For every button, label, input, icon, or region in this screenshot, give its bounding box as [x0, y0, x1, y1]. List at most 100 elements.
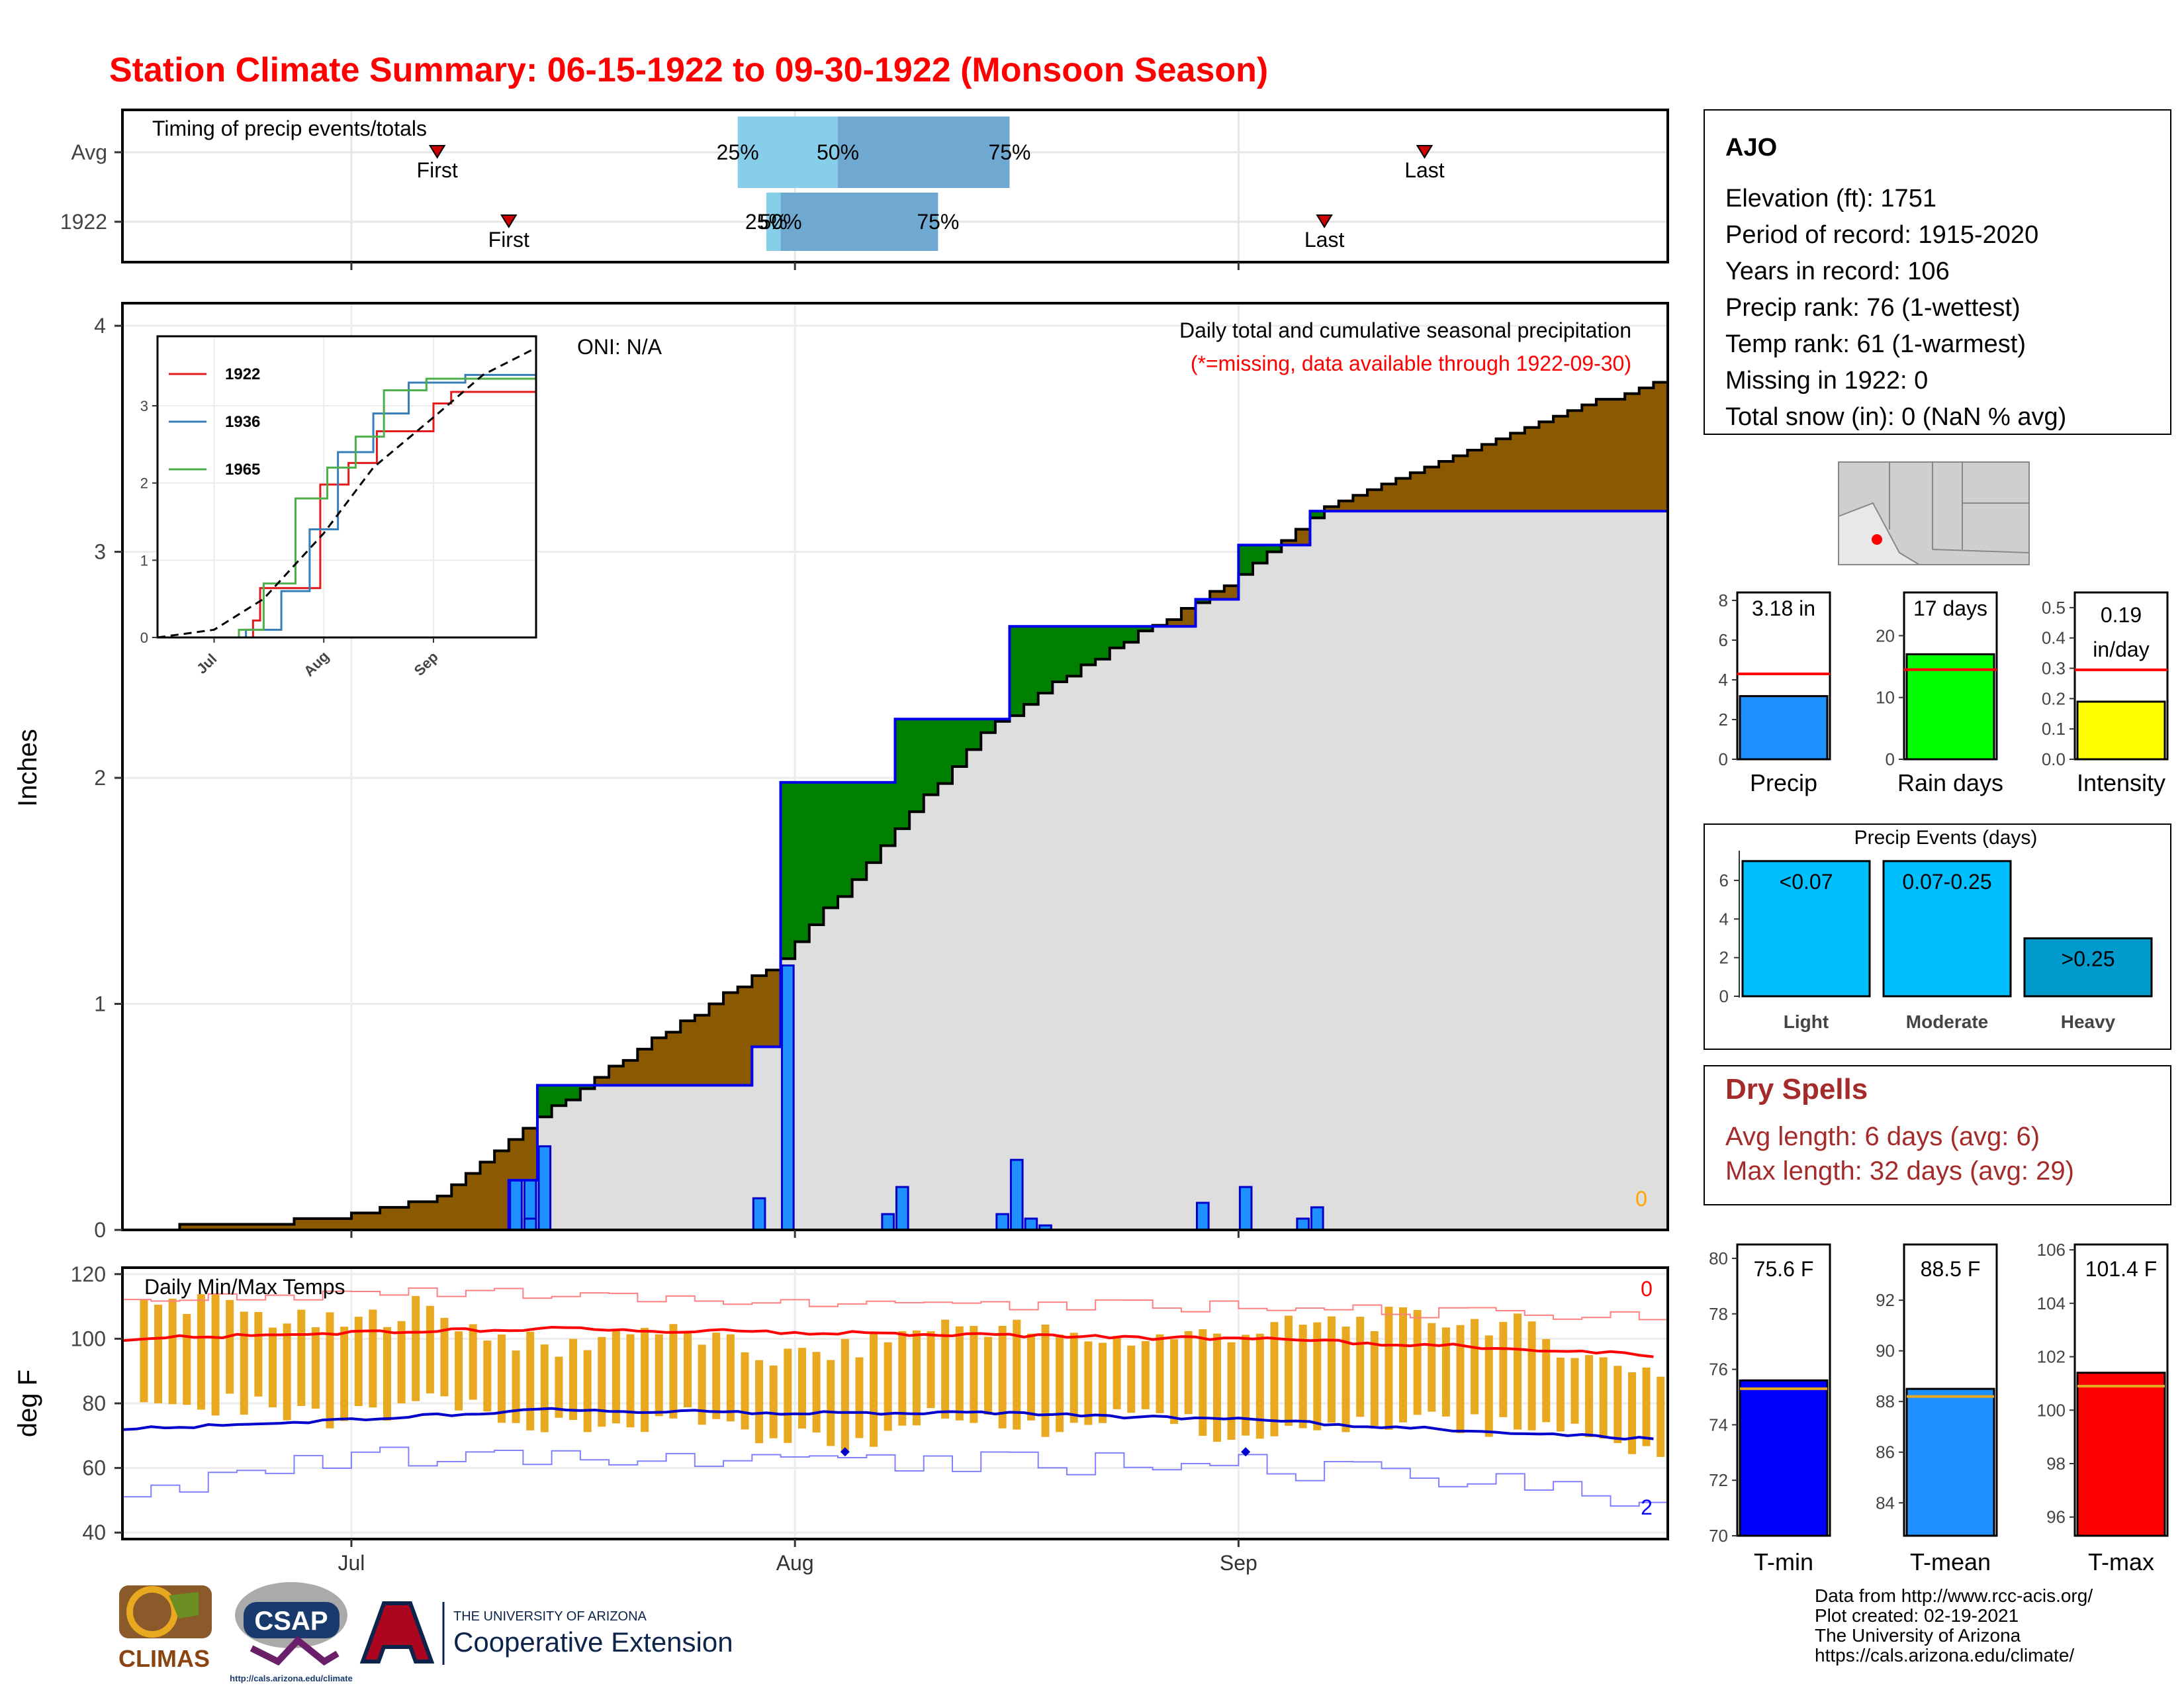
daily-temp-range-bar — [340, 1327, 349, 1421]
ua-small-text: THE UNIVERSITY OF ARIZONA — [453, 1609, 647, 1624]
inset-y-tick-label: 0 — [140, 630, 148, 646]
daily-temp-range-bar — [1570, 1358, 1579, 1424]
daily-temp-range-bar — [455, 1331, 463, 1411]
daily-temp-range-bar — [269, 1327, 277, 1408]
summary-bar-value: 17 days — [1913, 596, 1987, 620]
daily-temp-range-bar — [769, 1365, 778, 1438]
daily-temp-range-bar — [898, 1331, 907, 1426]
dry-spells-max: Max length: 32 days (avg: 29) — [1725, 1156, 2074, 1186]
temp-bar-label: T-min — [1754, 1548, 1813, 1575]
daily-temp-range-bar — [197, 1294, 205, 1410]
timing-q25-label: 25% — [717, 140, 759, 164]
deficit-area — [523, 1128, 538, 1180]
timing-first-marker — [500, 214, 518, 228]
temp-bar-tick-label: 88 — [1876, 1391, 1895, 1411]
record-low-marker — [840, 1447, 850, 1457]
deficit-area — [265, 1224, 281, 1230]
temp-y-tick-label: 100 — [71, 1327, 106, 1350]
temp-ylabel: deg F — [13, 1370, 42, 1437]
daily-precip-bar — [1024, 1217, 1038, 1231]
deficit-area — [609, 1066, 624, 1086]
surplus-area — [1124, 626, 1139, 643]
deficit-area — [465, 1173, 481, 1230]
deficit-area — [251, 1224, 266, 1230]
credit-line: Data from http://www.rcc-acis.org/ — [1815, 1585, 2093, 1606]
daily-temp-range-bar — [211, 1294, 220, 1416]
climas-logo-text: CLIMAS — [118, 1645, 210, 1672]
temp-bar-value: 75.6 F — [1754, 1257, 1814, 1281]
summary-bar-tick-label: 10 — [1876, 688, 1895, 708]
summary-bar-value: 0.19 — [2101, 603, 2142, 627]
deficit-area — [1324, 506, 1340, 512]
station-info-box: AJO Elevation (ft): 1751 Period of record… — [1704, 109, 2171, 435]
deficit-area — [1281, 540, 1297, 545]
daily-temp-range-bar — [726, 1334, 735, 1422]
deficit-area — [423, 1201, 438, 1230]
daily-temp-range-bar — [912, 1330, 921, 1426]
temp-bar-tick-label: 86 — [1876, 1442, 1895, 1462]
daily-precip-bar — [781, 964, 795, 1231]
daily-temp-range-bar — [1212, 1333, 1221, 1442]
daily-temp-range-bar — [1313, 1322, 1322, 1430]
deficit-area — [1596, 399, 1612, 512]
temp-summary-bars: 70 72 74 76 78 80 75.6 F T-min 84 86 88 90 92 88.5 F T… — [1709, 1240, 2169, 1575]
daily-temp-range-bar — [884, 1342, 892, 1431]
station-info-line: Precip rank: 76 (1-wettest) — [1725, 294, 2021, 322]
inset-y-tick-label: 2 — [140, 475, 148, 492]
temp-y-tick-label: 120 — [71, 1262, 106, 1286]
temp-bar-t-mean — [1905, 1387, 1995, 1537]
daily-precip-bar — [1009, 1158, 1024, 1231]
daily-temp-range-bar — [1484, 1335, 1493, 1437]
deficit-area — [1224, 585, 1239, 600]
daily-temp-range-bar — [984, 1336, 993, 1415]
daily-temp-range-bar — [1441, 1327, 1450, 1417]
daily-temp-range-bar — [1141, 1340, 1150, 1409]
temp-count-top: 0 — [1641, 1277, 1653, 1301]
timing-last-marker — [1416, 145, 1433, 159]
timing-last-label: Last — [1404, 158, 1445, 182]
daily-temp-range-bar — [598, 1336, 606, 1427]
surplus-area — [551, 1085, 567, 1106]
summary-bar-tick-label: 0.1 — [2042, 719, 2066, 739]
temp-bar-label: T-max — [2088, 1548, 2154, 1575]
timing-q25-label: 25% — [745, 210, 788, 234]
surplus-area — [780, 782, 796, 959]
deficit-area — [1453, 455, 1468, 512]
timing-title: Timing of precip events/totals — [152, 117, 427, 140]
surplus-area — [852, 782, 867, 880]
timing-row-label: 1922 — [60, 210, 107, 234]
station-name: AJO — [1725, 134, 1777, 162]
summary-bar-tick-label: 0.0 — [2042, 749, 2066, 769]
surplus-area — [866, 782, 882, 863]
deficit-area — [351, 1213, 367, 1230]
inset-series-1936 — [158, 367, 537, 639]
daily-temp-range-bar — [1527, 1321, 1536, 1430]
summary-bar-label: Precip — [1750, 769, 1817, 796]
surplus-area — [895, 719, 910, 829]
deficit-area — [508, 1139, 523, 1180]
deficit-area — [1167, 620, 1182, 627]
observed-cumulative-area — [122, 511, 1668, 1230]
daily-temp-range-bar — [1471, 1319, 1479, 1415]
daily-temp-range-bar — [1413, 1309, 1422, 1415]
daily-temp-range-bar — [626, 1334, 635, 1428]
surplus-area — [1081, 626, 1096, 665]
surplus-area — [1095, 626, 1111, 659]
daily-temp-range-bar — [440, 1317, 449, 1397]
csap-logo-text: CSAP — [254, 1607, 328, 1636]
temp-bar-tick-label: 78 — [1709, 1304, 1728, 1324]
month-tick-label: Aug — [776, 1551, 814, 1575]
timing-last-label: Last — [1304, 228, 1345, 252]
daily-temp-range-bar — [797, 1348, 806, 1429]
timing-row-label: Avg — [71, 140, 107, 164]
daily-temp-range-bar — [1285, 1315, 1293, 1426]
daily-temp-range-bar — [712, 1333, 721, 1419]
locator-map — [1838, 461, 2030, 565]
deficit-area — [723, 992, 739, 1086]
daily-temp-range-bar — [326, 1312, 334, 1429]
record-max-line — [122, 1287, 1668, 1321]
daily-temp-range-bar — [955, 1326, 964, 1421]
ua-logo: THE UNIVERSITY OF ARIZONA Cooperative Ex… — [359, 1601, 733, 1665]
precip-y-tick-label: 4 — [94, 314, 106, 338]
surplus-area — [809, 782, 824, 925]
